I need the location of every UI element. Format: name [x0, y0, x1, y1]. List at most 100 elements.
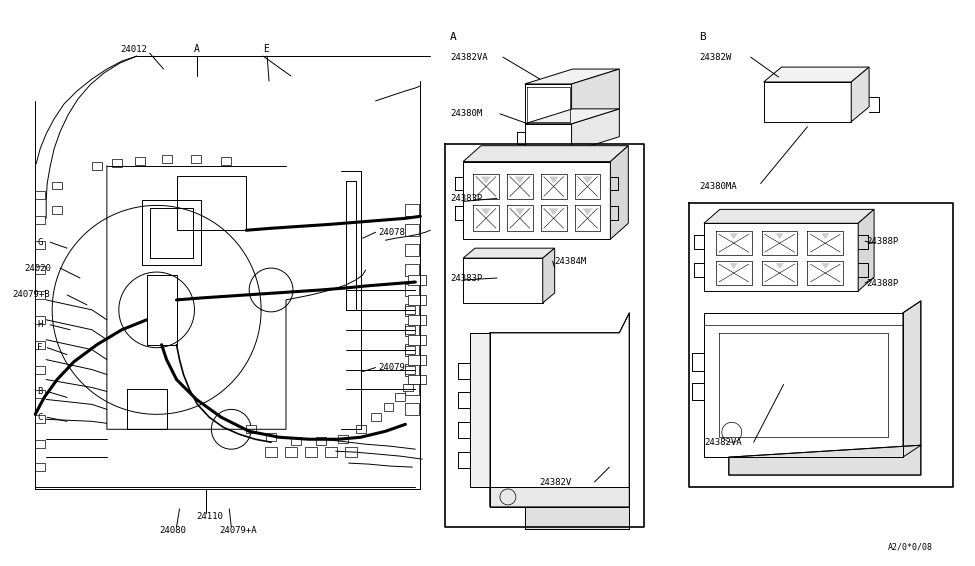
- Polygon shape: [490, 487, 629, 507]
- Text: 24383P: 24383P: [450, 194, 483, 203]
- Polygon shape: [704, 224, 858, 291]
- Bar: [409, 375, 426, 384]
- Polygon shape: [525, 69, 619, 84]
- Polygon shape: [463, 145, 628, 162]
- Bar: [52, 207, 62, 215]
- Text: 24382W: 24382W: [699, 53, 731, 62]
- Polygon shape: [610, 145, 628, 239]
- Text: 24079: 24079: [378, 363, 406, 372]
- Bar: [35, 440, 45, 448]
- Polygon shape: [463, 258, 543, 303]
- Text: H: H: [37, 320, 43, 329]
- Bar: [266, 433, 276, 441]
- Text: 24382VA: 24382VA: [450, 53, 488, 62]
- Text: C: C: [37, 413, 43, 422]
- Polygon shape: [463, 248, 555, 258]
- Bar: [305, 447, 317, 457]
- Polygon shape: [515, 177, 525, 183]
- Text: 24383P: 24383P: [450, 273, 483, 282]
- Bar: [291, 438, 301, 445]
- Text: 24384M: 24384M: [555, 256, 587, 265]
- Bar: [35, 291, 45, 299]
- Text: 24078: 24078: [378, 228, 406, 237]
- Bar: [325, 447, 336, 457]
- Bar: [35, 241, 45, 249]
- Bar: [345, 447, 357, 457]
- Polygon shape: [571, 109, 619, 152]
- Polygon shape: [821, 263, 830, 269]
- Bar: [406, 264, 419, 276]
- Bar: [52, 182, 62, 190]
- Bar: [404, 384, 413, 392]
- Bar: [370, 413, 380, 421]
- Bar: [247, 425, 256, 433]
- Bar: [406, 324, 419, 336]
- Polygon shape: [728, 445, 920, 475]
- Bar: [191, 155, 202, 162]
- Polygon shape: [525, 109, 619, 124]
- Text: 24080: 24080: [160, 526, 186, 535]
- Text: 24388P: 24388P: [866, 278, 898, 288]
- Bar: [356, 425, 366, 433]
- Polygon shape: [549, 208, 559, 215]
- Polygon shape: [730, 263, 738, 269]
- Polygon shape: [571, 69, 619, 124]
- Bar: [162, 155, 172, 162]
- Polygon shape: [775, 263, 784, 269]
- Bar: [35, 216, 45, 224]
- Polygon shape: [490, 313, 629, 507]
- Bar: [406, 326, 415, 334]
- Bar: [135, 157, 144, 165]
- Polygon shape: [525, 124, 571, 152]
- Bar: [35, 463, 45, 471]
- Text: B: B: [699, 32, 706, 42]
- Polygon shape: [704, 209, 875, 224]
- Text: 24380MA: 24380MA: [699, 182, 736, 191]
- Bar: [316, 438, 326, 445]
- Polygon shape: [763, 67, 869, 82]
- Polygon shape: [582, 177, 593, 183]
- Bar: [35, 415, 45, 423]
- Bar: [92, 162, 102, 170]
- Bar: [406, 366, 415, 374]
- Bar: [406, 304, 419, 316]
- Polygon shape: [481, 208, 491, 215]
- Text: A: A: [450, 32, 457, 42]
- Polygon shape: [549, 177, 559, 183]
- Text: 24380M: 24380M: [450, 109, 483, 118]
- Bar: [383, 404, 394, 411]
- Text: F: F: [37, 343, 43, 352]
- Bar: [35, 366, 45, 374]
- Text: 24079+A: 24079+A: [219, 526, 257, 535]
- Text: 24388P: 24388P: [866, 237, 898, 246]
- Polygon shape: [775, 233, 784, 239]
- Polygon shape: [543, 248, 555, 303]
- Bar: [406, 244, 419, 256]
- Bar: [406, 284, 419, 296]
- Bar: [406, 384, 419, 396]
- Polygon shape: [704, 313, 903, 457]
- Bar: [406, 344, 419, 355]
- Text: 24110: 24110: [196, 512, 223, 521]
- Bar: [35, 341, 45, 349]
- Text: A2/0*0/08: A2/0*0/08: [888, 542, 933, 551]
- Bar: [265, 447, 277, 457]
- Bar: [406, 224, 419, 236]
- Bar: [35, 316, 45, 324]
- Text: B: B: [37, 387, 43, 396]
- Bar: [409, 275, 426, 285]
- Bar: [409, 295, 426, 305]
- Bar: [285, 447, 297, 457]
- Polygon shape: [858, 209, 875, 291]
- Polygon shape: [525, 84, 571, 124]
- Bar: [406, 363, 419, 376]
- Bar: [396, 393, 406, 401]
- Bar: [337, 435, 348, 443]
- Bar: [406, 404, 419, 415]
- Text: A: A: [193, 44, 199, 54]
- Bar: [406, 346, 415, 354]
- Polygon shape: [821, 233, 830, 239]
- Bar: [409, 335, 426, 345]
- Text: 24012: 24012: [120, 45, 146, 54]
- Bar: [409, 315, 426, 325]
